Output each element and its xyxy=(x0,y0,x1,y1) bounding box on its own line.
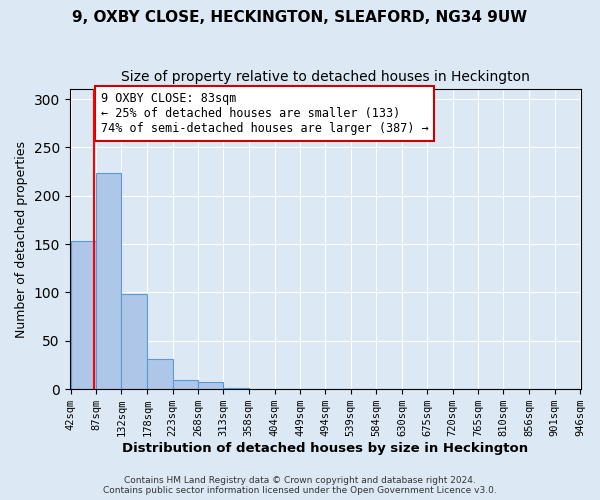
Title: Size of property relative to detached houses in Heckington: Size of property relative to detached ho… xyxy=(121,70,530,84)
Text: 9, OXBY CLOSE, HECKINGTON, SLEAFORD, NG34 9UW: 9, OXBY CLOSE, HECKINGTON, SLEAFORD, NG3… xyxy=(73,10,527,25)
Bar xyxy=(223,388,249,389)
Bar xyxy=(148,359,173,389)
Y-axis label: Number of detached properties: Number of detached properties xyxy=(15,141,28,338)
Text: Contains HM Land Registry data © Crown copyright and database right 2024.
Contai: Contains HM Land Registry data © Crown c… xyxy=(103,476,497,495)
X-axis label: Distribution of detached houses by size in Heckington: Distribution of detached houses by size … xyxy=(122,442,529,455)
Bar xyxy=(96,172,121,389)
Bar xyxy=(71,241,96,389)
Bar xyxy=(121,294,148,389)
Text: 9 OXBY CLOSE: 83sqm
← 25% of detached houses are smaller (133)
74% of semi-detac: 9 OXBY CLOSE: 83sqm ← 25% of detached ho… xyxy=(101,92,428,135)
Bar xyxy=(198,382,223,389)
Bar xyxy=(173,380,198,389)
